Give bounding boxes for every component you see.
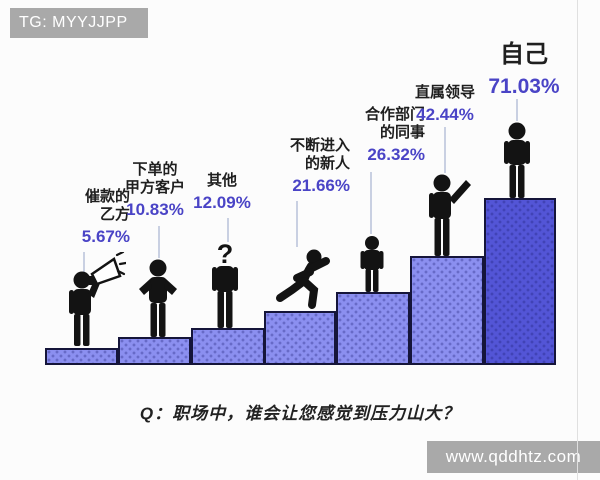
label-line: 的同事 — [379, 124, 425, 141]
label-category-7: 自己 71.03% — [469, 42, 579, 100]
bar-step-1 — [45, 348, 118, 365]
watermark-text-bottom: www.qddhtz.com — [445, 447, 582, 466]
bar-step-3 — [191, 328, 265, 365]
label-percent: 21.66% — [292, 176, 350, 195]
label-percent: 5.67% — [81, 227, 130, 246]
label-category-2: 下单的 甲方客户 10.83% — [100, 161, 210, 219]
bar-step-6 — [410, 256, 484, 365]
label-line: 自己 — [500, 41, 548, 68]
label-percent: 10.83% — [126, 200, 184, 219]
leader-line-3 — [227, 218, 229, 242]
label-category-1: 催款的 乙方 5.67% — [20, 188, 130, 246]
standing-person-top-icon — [499, 122, 535, 198]
leader-line-7 — [516, 99, 518, 121]
megaphone-person-icon — [60, 252, 126, 346]
watermark-text-top: TG: MYYJJPP — [19, 14, 128, 31]
leader-line-6 — [444, 127, 446, 173]
label-line: 其他 — [206, 172, 237, 189]
label-percent: 12.09% — [193, 193, 251, 212]
running-person-icon — [272, 248, 336, 311]
bar-step-7 — [484, 198, 556, 365]
question-caption: Q：职场中，谁会让您感觉到压力山大？ — [139, 404, 461, 423]
watermark-banner-top: TG: MYYJJPP — [10, 8, 148, 38]
label-line: 直属领导 — [414, 84, 475, 101]
leader-line-2 — [158, 226, 160, 258]
label-category-3: 其他 12.09% — [167, 172, 277, 212]
label-category-6: 直属领导 42.44% — [390, 84, 500, 124]
label-line: 的新人 — [304, 155, 350, 172]
leader-line-4 — [296, 201, 298, 247]
leader-line-5 — [370, 172, 372, 234]
image-edge-divider — [577, 0, 578, 480]
label-category-5: 合作部门 的同事 26.32% — [315, 106, 425, 164]
label-line: 甲方客户 — [124, 179, 185, 196]
label-line: 合作部门 — [364, 106, 425, 123]
label-line: 不断进入 — [289, 137, 350, 154]
bar-step-2 — [118, 337, 191, 365]
label-category-4: 不断进入 的新人 21.66% — [240, 137, 350, 195]
leader-line-1 — [83, 252, 85, 272]
label-line: 催款的 — [84, 188, 130, 205]
question-mark-person-icon: ? — [202, 240, 248, 328]
label-percent: 42.44% — [416, 105, 474, 124]
svg-text:?: ? — [217, 240, 234, 269]
bar-step-5 — [336, 292, 410, 365]
hands-on-hips-person-icon — [136, 259, 180, 337]
label-percent: 26.32% — [367, 145, 425, 164]
label-percent: 71.03% — [488, 75, 560, 98]
watermark-banner-bottom: www.qddhtz.com — [427, 441, 600, 473]
pointing-up-person-icon — [422, 172, 476, 256]
standing-person-icon — [355, 236, 389, 292]
label-line: 下单的 — [132, 161, 178, 178]
label-line: 乙方 — [99, 206, 130, 223]
bar-step-4 — [264, 311, 336, 365]
